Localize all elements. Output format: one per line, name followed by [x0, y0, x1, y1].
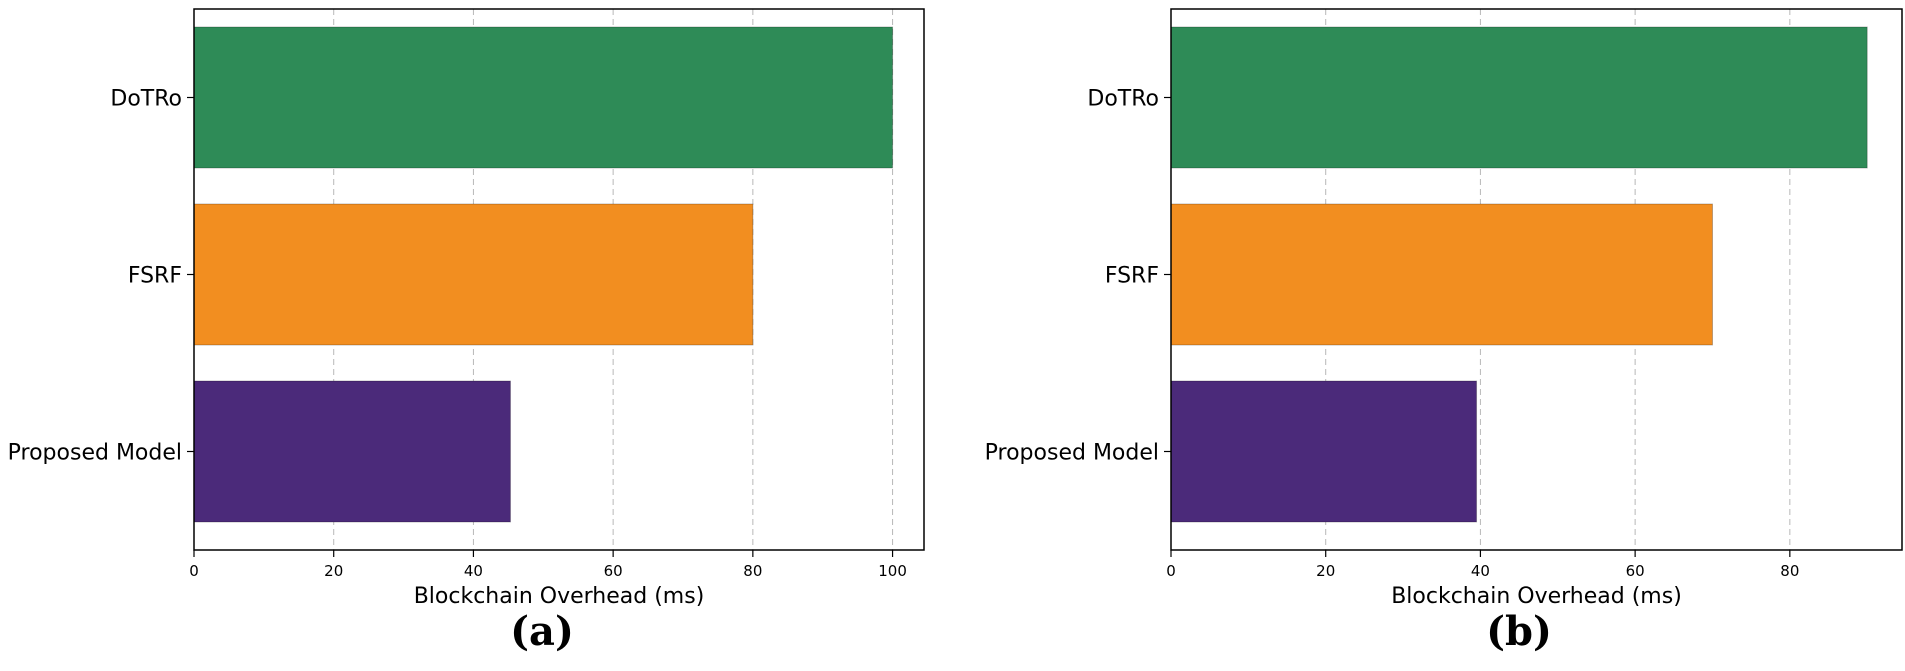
x-tick-label: 80	[743, 562, 762, 580]
chart-panel-b: DoTRo FSRF Proposed Model 0 20 40 60 80 Blockcha…	[985, 8, 1903, 655]
x-tick-label: 20	[324, 562, 343, 580]
category-label: FSRF	[128, 264, 182, 289]
bar-fsrf	[1170, 203, 1713, 346]
bar-dotro	[193, 26, 894, 169]
plot-frame	[193, 8, 925, 551]
category-label: DoTRo	[110, 87, 182, 112]
category-label: Proposed Model	[8, 441, 182, 466]
x-tick-label: 0	[189, 562, 199, 580]
x-tick-label: 40	[464, 562, 483, 580]
category-label: FSRF	[1105, 264, 1159, 289]
bar-dotro	[1170, 26, 1868, 169]
category-label: DoTRo	[1087, 87, 1159, 112]
x-tick-label: 20	[1316, 562, 1335, 580]
bar-proposed-model	[193, 380, 511, 523]
panel-label: (b)	[1486, 608, 1552, 655]
category-label: Proposed Model	[985, 441, 1159, 466]
x-tick-label: 80	[1780, 562, 1799, 580]
bar-proposed-model	[1170, 380, 1478, 523]
x-tick-label: 40	[1471, 562, 1490, 580]
x-axis-title: Blockchain Overhead (ms)	[414, 584, 705, 609]
x-axis-title: Blockchain Overhead (ms)	[1391, 584, 1682, 609]
panel-label: (a)	[510, 608, 574, 655]
plot-frame	[1170, 8, 1903, 551]
x-tick-label: 0	[1166, 562, 1176, 580]
x-tick-label: 60	[1626, 562, 1645, 580]
x-tick-label: 60	[604, 562, 623, 580]
x-tick-label: 100	[878, 562, 907, 580]
bar-fsrf	[193, 203, 754, 346]
chart-panel-a: DoTRo FSRF Proposed Model 0 20 40 60 80 100 Block…	[8, 8, 925, 655]
